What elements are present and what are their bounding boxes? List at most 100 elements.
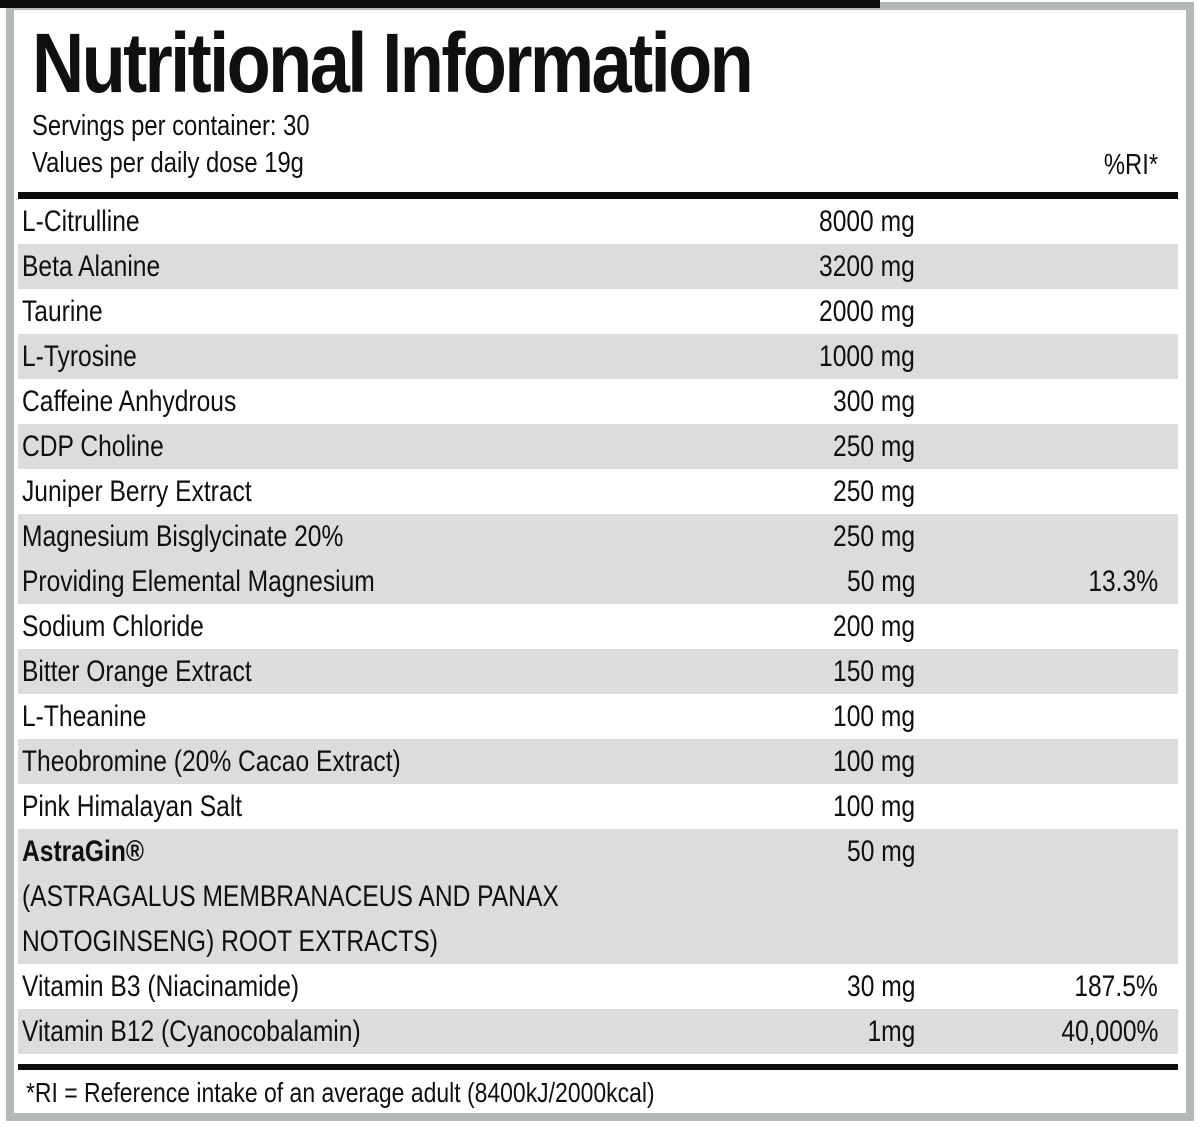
ingredient-amount: 3200 mg — [715, 250, 915, 284]
ri-column-header: %RI* — [1103, 149, 1158, 182]
ingredient-name-text: Theobromine (20% Cacao Extract) — [22, 744, 401, 778]
table-row-main: Vitamin B3 (Niacinamide) 30 mg 187.5% — [18, 964, 1178, 1009]
table-row: L-Tyrosine 1000 mg — [18, 334, 1178, 380]
ingredient-amount-text: 8000 mg — [819, 204, 915, 238]
table-row-main: Juniper Berry Extract 250 mg — [18, 469, 1178, 514]
ingredient-amount-text: 3200 mg — [819, 249, 915, 283]
ingredient-ri — [915, 655, 1158, 689]
ingredient-name: Sodium Chloride — [22, 610, 715, 644]
ingredient-amount: 8000 mg — [715, 205, 915, 239]
ingredient-amount-text: 100 mg — [832, 789, 915, 823]
ingredient-amount: 1000 mg — [715, 340, 915, 374]
table-row-main: Theobromine (20% Cacao Extract) 100 mg — [18, 739, 1178, 784]
header-lines: Servings per container: 30 Values per da… — [32, 108, 371, 182]
ingredient-amount-text: 100 mg — [832, 699, 915, 733]
ingredient-amount: 250 mg — [715, 475, 915, 509]
ingredient-ri — [915, 340, 1158, 374]
ingredient-name: Pink Himalayan Salt — [22, 790, 715, 824]
nutrition-label: Nutritional Information Servings per con… — [6, 2, 1194, 1121]
page-title: Nutritional Information — [32, 16, 1178, 110]
ingredient-amount: 150 mg — [715, 655, 915, 689]
table-row: L-Theanine 100 mg — [18, 694, 1178, 739]
page-title-text: Nutritional Information — [32, 16, 754, 110]
ingredient-name-text: L-Theanine — [22, 699, 147, 733]
ingredient-amount: 1mg — [715, 1015, 915, 1049]
table-row-main: Taurine 2000 mg — [18, 289, 1178, 334]
ingredient-amount: 30 mg — [715, 970, 915, 1004]
ingredient-name-text: L-Tyrosine — [22, 339, 137, 373]
table-row: Pink Himalayan Salt 100 mg — [18, 784, 1178, 829]
ingredient-name: AstraGin® — [22, 835, 715, 869]
ingredient-amount: 250 mg — [715, 520, 915, 554]
ingredient-amount: 250 mg — [715, 430, 915, 464]
ingredient-ri — [915, 745, 1158, 779]
ingredient-ri — [915, 295, 1158, 329]
table-row-main: Vitamin B12 (Cyanocobalamin) 1mg 40,000% — [18, 1009, 1178, 1054]
table-row: Providing Elemental Magnesium 50 mg 13.3% — [18, 559, 1178, 605]
ingredient-name: Magnesium Bisglycinate 20% — [22, 520, 715, 554]
table-row: Beta Alanine 3200 mg — [18, 244, 1178, 290]
ingredient-amount-text: 250 mg — [832, 519, 915, 553]
ingredient-ri — [915, 475, 1158, 509]
header-rule — [18, 192, 1178, 200]
table-row-main: Caffeine Anhydrous 300 mg — [18, 379, 1178, 424]
ingredient-name: Vitamin B3 (Niacinamide) — [22, 970, 715, 1004]
table-row-main: Sodium Chloride 200 mg — [18, 604, 1178, 649]
values-line: Values per daily dose 19g — [32, 146, 304, 179]
ingredient-name: Vitamin B12 (Cyanocobalamin) — [22, 1015, 715, 1049]
ingredient-ri-text: 40,000% — [1060, 1014, 1158, 1048]
table-row: Magnesium Bisglycinate 20% 250 mg — [18, 514, 1178, 560]
ingredient-name: L-Citrulline — [22, 205, 715, 239]
ingredient-ri — [915, 250, 1158, 284]
ingredient-amount-text: 1mg — [867, 1014, 915, 1048]
ingredient-amount: 50 mg — [715, 565, 915, 599]
table-row-main: Providing Elemental Magnesium 50 mg 13.3% — [18, 559, 1178, 604]
header-meta: Servings per container: 30 Values per da… — [32, 108, 1158, 182]
ingredient-name-text: CDP Choline — [22, 429, 164, 463]
table-row-main: AstraGin® 50 mg — [18, 829, 1178, 874]
ingredient-name-text: Vitamin B12 (Cyanocobalamin) — [22, 1014, 361, 1048]
ingredient-ri — [915, 790, 1158, 824]
table-row-main: Bitter Orange Extract 150 mg — [18, 649, 1178, 694]
ingredient-ri-text: 13.3% — [1088, 564, 1158, 598]
ingredient-name: Theobromine (20% Cacao Extract) — [22, 745, 715, 779]
table-row: Theobromine (20% Cacao Extract) 100 mg — [18, 739, 1178, 785]
ingredient-amount-text: 2000 mg — [819, 294, 915, 328]
ingredient-amount: 200 mg — [715, 610, 915, 644]
footer-rule — [18, 1064, 1178, 1071]
ingredient-amount: 100 mg — [715, 790, 915, 824]
ingredient-ri — [915, 610, 1158, 644]
ingredient-amount-text: 50 mg — [846, 564, 915, 598]
table-row: Vitamin B12 (Cyanocobalamin) 1mg 40,000% — [18, 1009, 1178, 1055]
ingredient-name: Juniper Berry Extract — [22, 475, 715, 509]
ingredient-name: Caffeine Anhydrous — [22, 385, 715, 419]
ingredient-amount-text: 200 mg — [832, 609, 915, 643]
reference-note: *RI = Reference intake of an average adu… — [26, 1077, 655, 1109]
ingredient-ri: 13.3% — [915, 565, 1158, 599]
ingredient-name-text: L-Citrulline — [22, 204, 140, 238]
ingredient-amount: 2000 mg — [715, 295, 915, 329]
ingredient-ri — [915, 835, 1158, 869]
ingredient-name: Beta Alanine — [22, 250, 715, 284]
table-row-main: L-Tyrosine 1000 mg — [18, 334, 1178, 379]
ingredient-amount-text: 1000 mg — [819, 339, 915, 373]
table-row: Taurine 2000 mg — [18, 289, 1178, 334]
ingredient-amount-text: 250 mg — [832, 474, 915, 508]
ingredient-amount-text: 30 mg — [846, 969, 915, 1003]
ingredient-name: Providing Elemental Magnesium — [22, 565, 715, 599]
table-row: L-Citrulline 8000 mg — [18, 199, 1178, 244]
ingredient-ri — [915, 385, 1158, 419]
table-row-main: Pink Himalayan Salt 100 mg — [18, 784, 1178, 829]
ingredient-subline: NOTOGINSENG) ROOT EXTRACTS) — [18, 919, 1178, 964]
ingredient-ri-text: 187.5% — [1074, 969, 1158, 1003]
table-row-main: Beta Alanine 3200 mg — [18, 244, 1178, 289]
ingredient-ri: 187.5% — [915, 970, 1158, 1004]
ingredient-ri — [915, 520, 1158, 554]
ingredient-amount-text: 250 mg — [832, 429, 915, 463]
ingredient-name-text: Juniper Berry Extract — [22, 474, 252, 508]
ingredient-name-text: AstraGin® — [22, 834, 145, 868]
ingredient-ri: 40,000% — [915, 1015, 1158, 1049]
table-row: CDP Choline 250 mg — [18, 424, 1178, 470]
ingredient-subline: (ASTRAGALUS MEMBRANACEUS AND PANAX — [18, 874, 1178, 919]
table-row: Sodium Chloride 200 mg — [18, 604, 1178, 649]
